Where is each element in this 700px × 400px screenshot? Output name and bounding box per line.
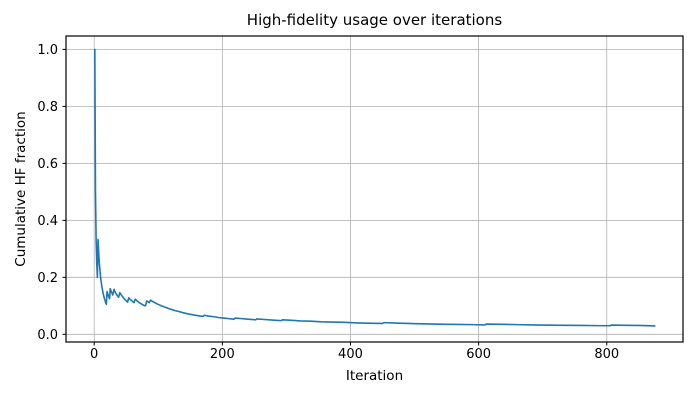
y-tick-label: 0.2 <box>37 271 58 286</box>
y-tick-label: 0.4 <box>37 214 58 229</box>
x-tick-label: 800 <box>594 347 619 362</box>
chart-title: High-fidelity usage over iterations <box>246 11 503 29</box>
y-tick-label: 0.6 <box>37 157 58 172</box>
x-tick-label: 0 <box>90 347 98 362</box>
x-axis-label: Iteration <box>345 368 404 384</box>
y-axis-label: Cumulative HF fraction <box>13 111 29 267</box>
plot-border <box>65 35 684 343</box>
y-tick-label: 0.0 <box>37 328 58 343</box>
x-tick-label: 400 <box>338 347 363 362</box>
x-tick-label: 600 <box>466 347 491 362</box>
x-tick-label: 200 <box>210 347 235 362</box>
series-line <box>94 48 656 327</box>
y-tick-label: 1.0 <box>37 43 58 58</box>
y-tick-label: 0.8 <box>37 100 58 115</box>
